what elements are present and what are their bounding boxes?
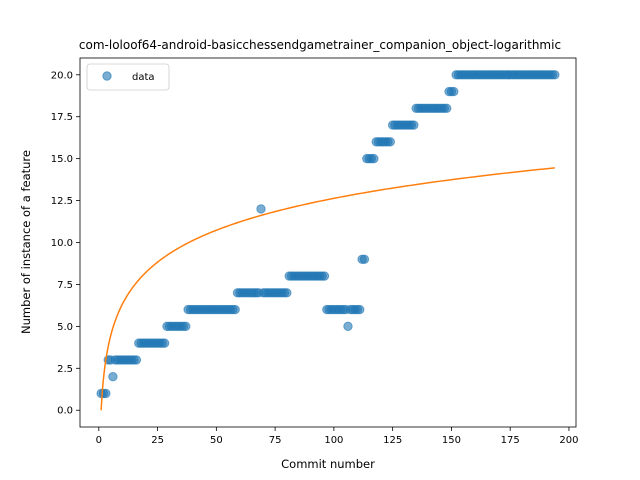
chart-title: com-loloof64-android-basicchessendgametr… bbox=[79, 38, 561, 52]
x-axis-label: Commit number bbox=[281, 457, 375, 471]
x-tick-label: 200 bbox=[559, 435, 578, 446]
legend-frame bbox=[86, 63, 170, 91]
x-tick-label: 25 bbox=[151, 435, 164, 446]
y-axis-label: Number of instance of a feature bbox=[19, 150, 33, 334]
data-point bbox=[355, 304, 365, 315]
x-tick-label: 100 bbox=[324, 435, 343, 446]
data-point bbox=[159, 338, 170, 348]
data-point bbox=[108, 371, 118, 382]
data-point bbox=[442, 103, 452, 114]
data-point bbox=[343, 321, 353, 332]
data-point bbox=[181, 321, 191, 332]
legend: data bbox=[86, 63, 170, 91]
y-tick-label: 2.5 bbox=[57, 364, 73, 375]
x-axis: 0 25 50 75 100 125 150 175 200 bbox=[96, 427, 578, 446]
x-tick-label: 75 bbox=[269, 435, 282, 446]
x-tick-label: 150 bbox=[442, 435, 461, 446]
legend-marker-data bbox=[102, 71, 112, 81]
fit-line bbox=[100, 167, 555, 411]
data-point bbox=[550, 70, 560, 80]
x-tick-label: 0 bbox=[96, 435, 102, 446]
data-point bbox=[319, 271, 330, 281]
y-tick-label: 15.0 bbox=[51, 154, 73, 165]
data-point bbox=[230, 304, 240, 315]
plot-area bbox=[96, 70, 560, 411]
data-point bbox=[369, 153, 379, 164]
data-point bbox=[409, 120, 419, 130]
y-tick-label: 0.0 bbox=[57, 406, 73, 417]
x-tick-label: 50 bbox=[210, 435, 223, 446]
data-point bbox=[131, 355, 142, 365]
y-tick-label: 10.0 bbox=[51, 238, 73, 249]
y-tick-label: 7.5 bbox=[57, 280, 73, 291]
y-tick-label: 17.5 bbox=[51, 112, 73, 123]
data-point bbox=[385, 137, 395, 147]
x-tick-label: 125 bbox=[383, 435, 402, 446]
y-tick-label: 12.5 bbox=[51, 196, 73, 207]
legend-label-data: data bbox=[132, 72, 155, 83]
x-tick-label: 175 bbox=[501, 435, 520, 446]
y-axis: 0.0 2.5 5.0 7.5 10.0 12.5 15.0 17.5 20.0 bbox=[51, 70, 80, 417]
data-point bbox=[282, 288, 292, 298]
data-point bbox=[359, 254, 370, 264]
y-tick-label: 5.0 bbox=[57, 322, 73, 333]
data-point bbox=[256, 204, 266, 214]
y-tick-label: 20.0 bbox=[51, 70, 73, 81]
data-point bbox=[449, 86, 459, 97]
